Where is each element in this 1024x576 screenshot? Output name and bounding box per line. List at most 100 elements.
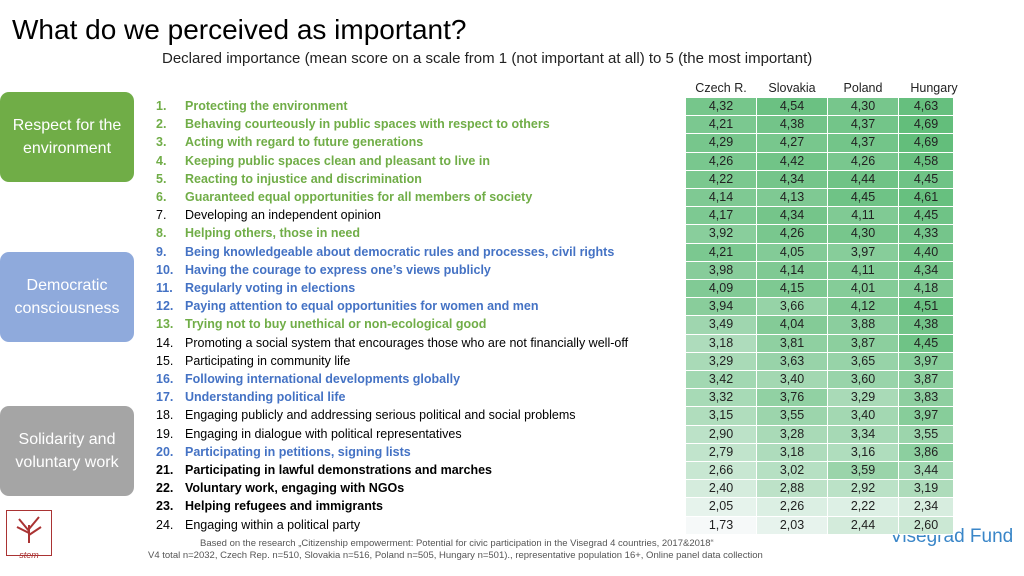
item-label: Guaranteed equal opportunities for all m… [185, 190, 533, 204]
table-cell: 4,42 [757, 152, 827, 171]
table-cell: 3,34 [828, 425, 898, 444]
item-label: Trying not to buy unethical or non-ecolo… [185, 317, 487, 332]
item-label: Keeping public spaces clean and pleasant… [185, 153, 490, 168]
item-label: Engaging publicly and addressing serious… [185, 408, 576, 423]
item-number: 5. [156, 171, 167, 186]
table-cell: 3,83 [899, 389, 953, 408]
item-label: Reacting to injustice and discrimination [185, 171, 422, 186]
table-cell: 4,61 [899, 189, 953, 208]
table-cell: 3,65 [828, 352, 898, 371]
table-cell: 2,92 [828, 480, 898, 499]
table-cell: 4,32 [686, 98, 756, 117]
table-cell: 4,38 [899, 316, 953, 335]
item-label: Paying attention to equal opportunities … [185, 299, 539, 314]
item-number: 21. [156, 463, 174, 477]
item-label: Acting with regard to future generations [185, 135, 424, 150]
table-cell: 2,60 [899, 516, 953, 535]
item-number: 9. [156, 244, 167, 259]
item-number: 22. [156, 481, 174, 496]
table-cell: 3,29 [828, 389, 898, 408]
table-cell: 3,97 [899, 407, 953, 426]
table-cell: 2,44 [828, 516, 898, 535]
table-cell: 3,86 [899, 443, 953, 462]
item-label: Following international developments glo… [185, 372, 461, 386]
table-cell: 2,26 [757, 498, 827, 517]
item-number: 24. [156, 517, 174, 532]
item-label: Being knowledgeable about democratic rul… [185, 244, 615, 259]
item-number: 1. [156, 99, 167, 113]
table-cell: 3,02 [757, 462, 827, 481]
table-cell: 4,44 [828, 170, 898, 189]
item-number: 3. [156, 135, 167, 150]
table-cell: 4,09 [686, 280, 756, 299]
table-cell: 4,34 [899, 261, 953, 280]
item-number: 10. [156, 262, 174, 277]
table-cell: 3,87 [899, 371, 953, 390]
table-cell: 3,92 [686, 225, 756, 244]
table-cell: 4,26 [686, 152, 756, 171]
table-cell: 4,69 [899, 134, 953, 153]
table-cell: 3,88 [828, 316, 898, 335]
table-cell: 4,14 [757, 261, 827, 280]
table-cell: 4,05 [757, 243, 827, 262]
table-cell: 3,16 [828, 443, 898, 462]
table-cell: 4,69 [899, 116, 953, 135]
table-cell: 4,15 [757, 280, 827, 299]
table-cell: 3,97 [828, 243, 898, 262]
item-number: 15. [156, 353, 174, 368]
table-cell: 3,76 [757, 389, 827, 408]
item-label: Understanding political life [185, 390, 346, 405]
table-cell: 3,32 [686, 389, 756, 408]
table-cell: 4,11 [828, 207, 898, 226]
table-cell: 3,18 [686, 334, 756, 353]
item-label: Helping refugees and immigrants [185, 499, 383, 514]
item-number: 18. [156, 408, 174, 423]
table-cell: 3,63 [757, 352, 827, 371]
table-cell: 3,59 [828, 462, 898, 481]
item-label: Engaging in dialogue with political repr… [185, 426, 462, 441]
item-label: Participating in petitions, signing list… [185, 444, 411, 459]
table-cell: 2,90 [686, 425, 756, 444]
table-cell: 4,51 [899, 298, 953, 317]
subtitle: Declared importance (mean score on a sca… [162, 50, 813, 67]
table-cell: 3,49 [686, 316, 756, 335]
table-cell: 4,26 [757, 225, 827, 244]
table-cell: 4,12 [828, 298, 898, 317]
table-cell: 4,40 [899, 243, 953, 262]
item-label: Protecting the environment [185, 99, 348, 113]
table-cell: 3,55 [757, 407, 827, 426]
table-cell: 2,05 [686, 498, 756, 517]
table-cell: 3,18 [757, 443, 827, 462]
item-number: 6. [156, 190, 167, 204]
table-cell: 1,73 [686, 516, 756, 535]
table-cell: 4,45 [899, 207, 953, 226]
table-cell: 4,27 [757, 134, 827, 153]
stem-logo: stem [6, 510, 52, 560]
group-box: Respect for the environment [0, 92, 134, 182]
table-cell: 4,04 [757, 316, 827, 335]
title: What do we perceived as important? [12, 14, 467, 45]
table-cell: 4,34 [757, 170, 827, 189]
item-label: Developing an independent opinion [185, 208, 381, 223]
table-cell: 3,87 [828, 334, 898, 353]
table-cell: 3,42 [686, 371, 756, 390]
table-cell: 2,34 [899, 498, 953, 517]
column-header: Hungary [910, 81, 958, 95]
item-number: 23. [156, 499, 174, 514]
table-cell: 3,55 [899, 425, 953, 444]
item-label: Participating in lawful demonstrations a… [185, 463, 493, 477]
table-cell: 4,33 [899, 225, 953, 244]
table-cell: 4,26 [828, 152, 898, 171]
table-cell: 4,13 [757, 189, 827, 208]
table-cell: 3,66 [757, 298, 827, 317]
table-cell: 4,18 [899, 280, 953, 299]
table-cell: 4,58 [899, 152, 953, 171]
table-cell: 3,40 [828, 407, 898, 426]
table-cell: 2,88 [757, 480, 827, 499]
table-cell: 2,66 [686, 462, 756, 481]
item-number: 8. [156, 226, 167, 241]
stem-text: stem [19, 550, 39, 560]
table-cell: 3,28 [757, 425, 827, 444]
table-cell: 3,60 [828, 371, 898, 390]
